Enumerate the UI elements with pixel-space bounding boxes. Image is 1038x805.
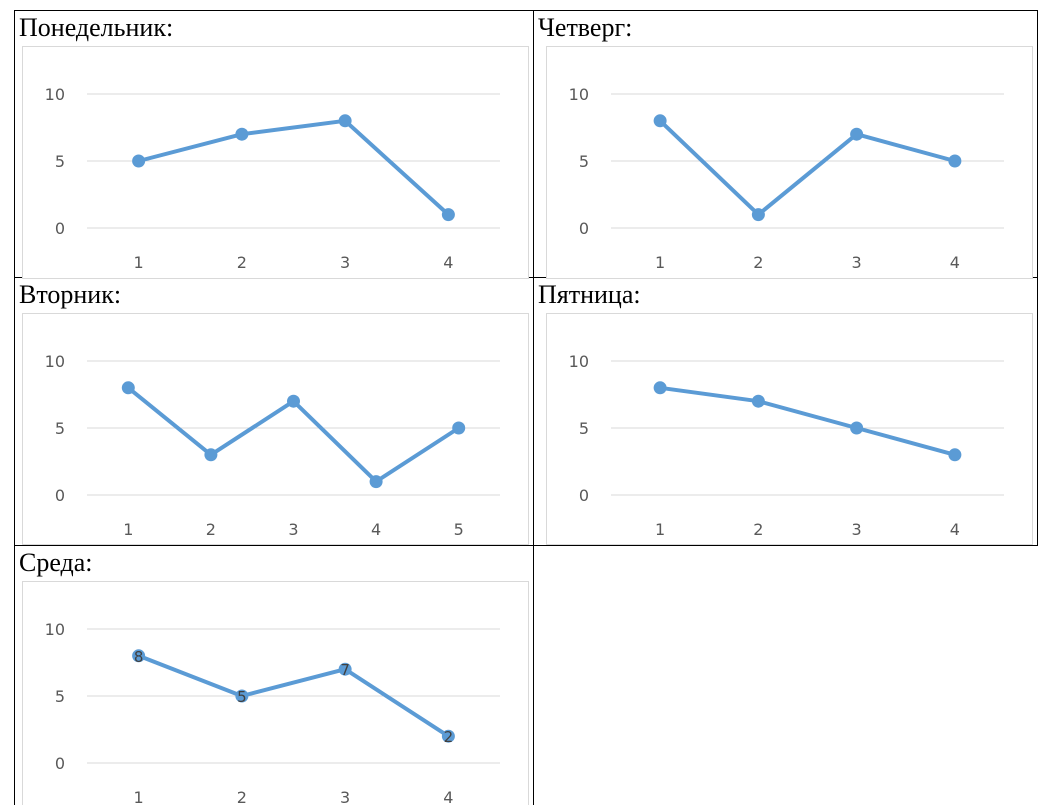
data-point — [441, 729, 455, 743]
data-point — [369, 475, 383, 489]
x-tick-label: 5 — [454, 520, 464, 539]
series-line — [658, 118, 957, 217]
data-point — [653, 381, 667, 395]
table-border-left — [14, 10, 15, 805]
series-line — [136, 118, 451, 217]
chart-title-wednesday: Среда: — [19, 548, 93, 577]
y-tick-label: 10 — [569, 85, 589, 104]
y-tick-label: 0 — [55, 754, 65, 773]
chart-monday: 0 5 10 1 2 3 4 — [22, 46, 529, 279]
y-tick-label: 5 — [579, 419, 589, 438]
data-point — [441, 208, 455, 222]
y-tick-label: 10 — [45, 85, 65, 104]
chart-wednesday: 0 5 10 1 2 3 4 8 5 7 2 — [22, 581, 529, 805]
x-tick-label: 3 — [852, 253, 862, 272]
y-tick-label: 5 — [55, 419, 65, 438]
x-tick-label: 3 — [340, 788, 350, 805]
data-point — [452, 421, 466, 435]
chart-title-thursday: Четверг: — [538, 13, 633, 42]
y-tick-label: 10 — [45, 620, 65, 639]
x-tick-label: 4 — [371, 520, 381, 539]
series-line — [136, 653, 451, 739]
x-tick-label: 1 — [655, 520, 665, 539]
y-tick-label: 0 — [55, 219, 65, 238]
y-tick-label: 5 — [55, 152, 65, 171]
data-point — [948, 448, 962, 462]
y-tick-label: 10 — [569, 352, 589, 371]
line-chart-svg: 0 5 10 1 2 3 4 — [45, 85, 500, 272]
x-tick-label: 2 — [206, 520, 216, 539]
y-tick-label: 5 — [55, 687, 65, 706]
cell-thursday: Четверг: 0 5 10 1 2 3 4 — [534, 11, 1037, 279]
line-chart-svg: 0 5 10 1 2 3 4 5 — [45, 352, 500, 539]
data-point — [751, 394, 765, 408]
series-line — [658, 385, 957, 457]
x-tick-label: 4 — [443, 788, 453, 805]
y-tick-label: 0 — [55, 486, 65, 505]
data-point — [338, 114, 352, 128]
data-point — [287, 394, 300, 408]
cell-tuesday: Вторник: 0 5 10 1 2 3 4 5 — [15, 278, 533, 545]
data-point — [653, 114, 667, 128]
table-border-top — [14, 10, 1038, 11]
x-tick-label: 1 — [134, 788, 144, 805]
chart-title-monday: Понедельник: — [19, 13, 174, 42]
x-tick-label: 2 — [753, 253, 763, 272]
line-chart-svg: 0 5 10 1 2 3 4 8 5 7 2 — [45, 620, 500, 805]
y-tick-label: 5 — [579, 152, 589, 171]
chart-title-friday: Пятница: — [538, 280, 641, 309]
x-tick-label: 3 — [288, 520, 298, 539]
x-tick-label: 4 — [443, 253, 453, 272]
x-tick-label: 3 — [340, 253, 350, 272]
data-point — [235, 689, 249, 703]
cell-monday: Понедельник: 0 5 10 1 2 3 4 — [15, 11, 533, 279]
data-point — [121, 381, 135, 395]
chart-title-tuesday: Вторник: — [19, 280, 122, 309]
data-point — [338, 662, 352, 676]
line-chart-svg: 0 5 10 1 2 3 4 — [569, 352, 1004, 539]
table-row-divider-2 — [14, 545, 1038, 546]
cell-friday: Пятница: 0 5 10 1 2 3 4 — [534, 278, 1037, 545]
data-label: 7 — [340, 661, 350, 679]
data-point — [948, 154, 962, 168]
x-tick-label: 3 — [852, 520, 862, 539]
data-point — [850, 421, 864, 435]
x-tick-label: 4 — [950, 253, 960, 272]
y-tick-label: 10 — [45, 352, 65, 371]
cell-wednesday: Среда: 0 5 10 1 2 3 4 8 5 7 2 — [15, 546, 533, 805]
chart-friday: 0 5 10 1 2 3 4 — [546, 313, 1033, 545]
data-label: 8 — [134, 648, 144, 666]
x-tick-label: 1 — [655, 253, 665, 272]
y-tick-label: 0 — [579, 486, 589, 505]
x-tick-label: 4 — [950, 520, 960, 539]
data-point — [204, 448, 218, 462]
data-point — [132, 649, 146, 663]
chart-tuesday: 0 5 10 1 2 3 4 5 — [22, 313, 529, 545]
data-point — [751, 208, 765, 222]
table-column-divider — [533, 10, 534, 805]
x-tick-label: 1 — [123, 520, 133, 539]
x-tick-label: 2 — [237, 788, 247, 805]
data-point — [850, 127, 864, 141]
data-point — [132, 154, 146, 168]
data-label: 2 — [444, 728, 454, 746]
data-point — [235, 127, 249, 141]
chart-thursday: 0 5 10 1 2 3 4 — [546, 46, 1033, 279]
x-tick-label: 2 — [753, 520, 763, 539]
y-tick-label: 0 — [579, 219, 589, 238]
line-chart-svg: 0 5 10 1 2 3 4 — [569, 85, 1004, 272]
data-label: 5 — [237, 688, 247, 706]
x-tick-label: 1 — [134, 253, 144, 272]
x-tick-label: 2 — [237, 253, 247, 272]
